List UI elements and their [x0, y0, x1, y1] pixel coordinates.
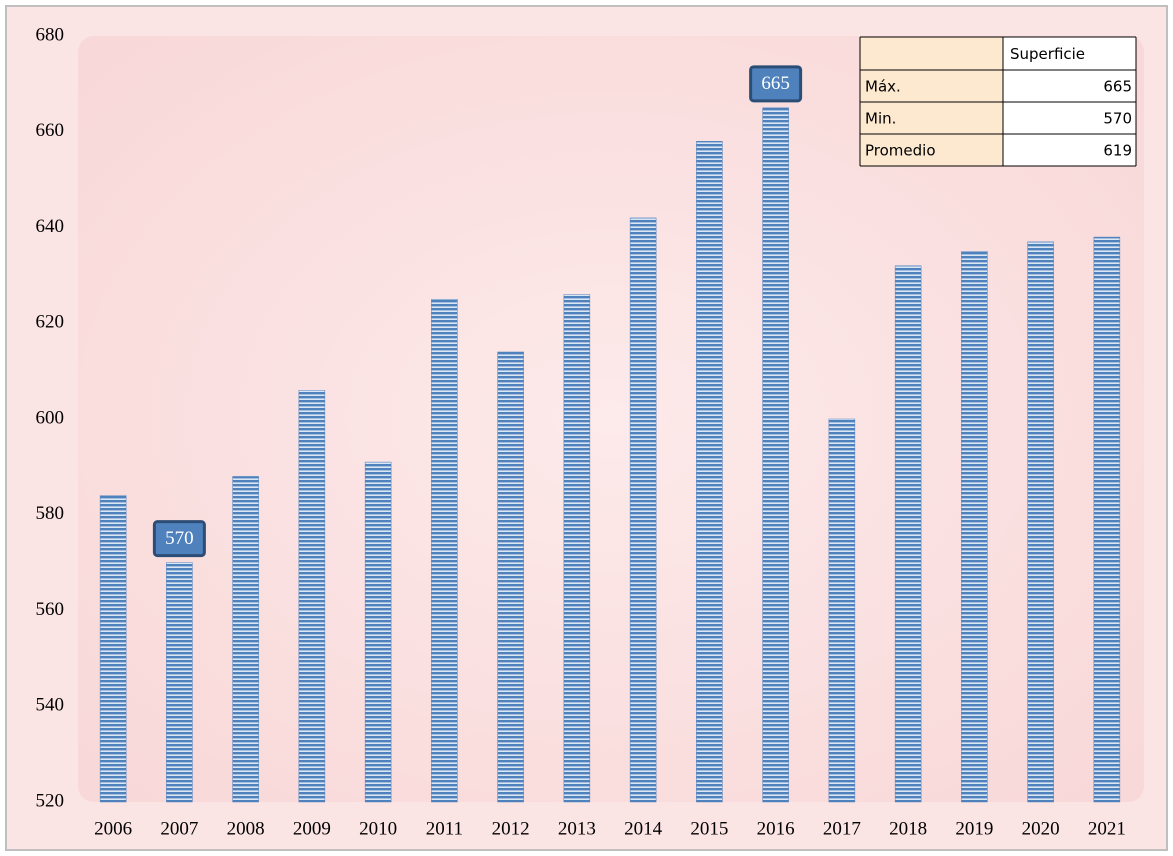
bar [762, 107, 789, 803]
table-row-value: 665 [1103, 78, 1132, 96]
plot-area [78, 36, 1144, 802]
bar [563, 294, 591, 803]
bar [696, 141, 723, 803]
bar [629, 217, 657, 803]
x-tick-label: 2010 [359, 818, 397, 839]
y-tick-label: 520 [36, 790, 65, 811]
y-tick-label: 620 [36, 312, 65, 333]
bar [166, 562, 193, 803]
y-tick-label: 600 [36, 407, 65, 428]
x-tick-label: 2008 [227, 818, 265, 839]
x-tick-label: 2009 [293, 818, 331, 839]
bar [298, 390, 326, 803]
table-header: Superficie [1010, 45, 1085, 63]
data-label: 570 [165, 528, 194, 549]
x-tick-label: 2020 [1022, 818, 1060, 839]
bar [364, 461, 392, 803]
x-tick-label: 2011 [426, 818, 463, 839]
x-tick-label: 2018 [889, 818, 927, 839]
bar [1093, 236, 1121, 803]
bar [828, 418, 856, 803]
x-tick-label: 2021 [1088, 818, 1126, 839]
bar [431, 299, 458, 803]
x-tick-label: 2007 [160, 818, 198, 839]
x-tick-label: 2013 [558, 818, 596, 839]
y-tick-label: 560 [36, 599, 65, 620]
data-label: 665 [761, 73, 790, 94]
x-tick-label: 2019 [955, 818, 993, 839]
x-tick-label: 2014 [624, 818, 663, 839]
bar [894, 265, 922, 803]
bar [232, 476, 259, 803]
x-tick-label: 2017 [823, 818, 861, 839]
x-tick-label: 2006 [94, 818, 132, 839]
data-label-box [749, 65, 803, 103]
x-tick-label: 2016 [757, 818, 795, 839]
x-tick-label: 2015 [690, 818, 728, 839]
bar [99, 495, 127, 803]
bar [1027, 241, 1054, 803]
y-tick-label: 680 [36, 24, 65, 45]
bar [497, 351, 524, 803]
y-tick-label: 540 [36, 695, 65, 716]
table-row-value: 619 [1103, 142, 1132, 160]
bar [961, 251, 988, 803]
table-row-label: Promedio [865, 142, 936, 160]
y-tick-label: 580 [36, 503, 65, 524]
table-row-value: 570 [1103, 110, 1132, 128]
y-tick-label: 660 [36, 120, 65, 141]
y-tick-label: 640 [36, 216, 65, 237]
data-label-box [152, 520, 206, 558]
x-tick-label: 2012 [492, 818, 530, 839]
table-row-label: Máx. [865, 78, 901, 96]
table-row-label: Min. [865, 110, 896, 128]
